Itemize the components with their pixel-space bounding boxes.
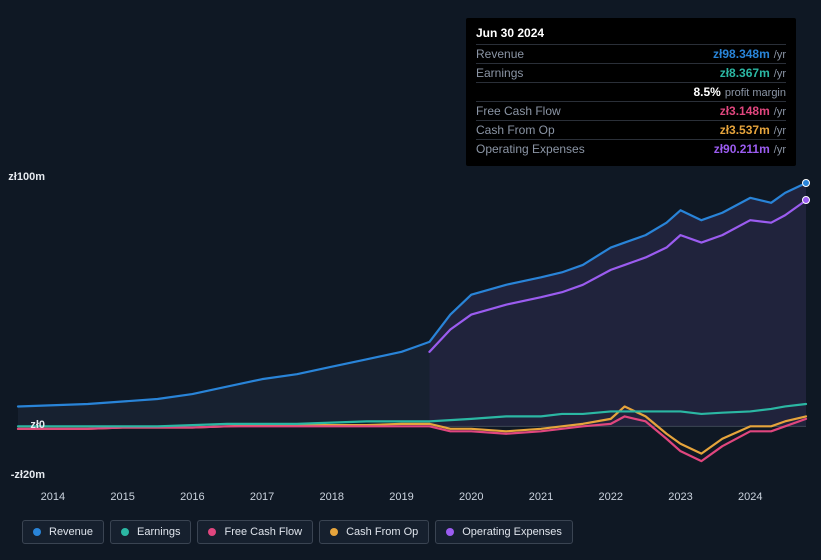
y-tick-label: zł0 (0, 419, 45, 431)
x-tick-label: 2014 (41, 491, 65, 503)
hover-marker-revenue (802, 179, 810, 187)
x-tick-label: 2023 (668, 491, 692, 503)
legend-dot-icon (121, 528, 129, 536)
tooltip-row-label: Revenue (476, 47, 524, 61)
tooltip-date: Jun 30 2024 (476, 26, 786, 40)
legend-label: Free Cash Flow (224, 526, 302, 538)
y-tick-label: zł100m (0, 171, 45, 183)
tooltip-row-value: zł3.148m/yr (720, 104, 786, 118)
legend-label: Revenue (49, 526, 93, 538)
hover-marker-operating_expenses (802, 196, 810, 204)
legend-item-operating_expenses[interactable]: Operating Expenses (435, 520, 573, 544)
tooltip-row: Cash From Op zł3.537m/yr (476, 120, 786, 139)
tooltip-row-label: Operating Expenses (476, 142, 585, 156)
tooltip-row: Free Cash Flow zł3.148m/yr (476, 101, 786, 120)
tooltip-row: Operating Expenses zł90.211m/yr (476, 139, 786, 158)
legend-label: Cash From Op (346, 526, 418, 538)
tooltip-row-value: zł8.367m/yr (720, 66, 786, 80)
x-tick-label: 2020 (459, 491, 483, 503)
tooltip-row-value: zł3.537m/yr (720, 123, 786, 137)
legend-item-free_cash_flow[interactable]: Free Cash Flow (197, 520, 313, 544)
tooltip-row-value: 8.5%profit margin (694, 85, 787, 99)
tooltip-row: Earnings zł8.367m/yr (476, 63, 786, 82)
hover-tooltip: Jun 30 2024 Revenue zł98.348m/yr Earnings zł… (466, 18, 796, 166)
tooltip-row-value: zł98.348m/yr (713, 47, 786, 61)
tooltip-row-label: Free Cash Flow (476, 104, 561, 118)
legend-dot-icon (330, 528, 338, 536)
legend-dot-icon (446, 528, 454, 536)
tooltip-row: 8.5%profit margin (476, 82, 786, 101)
legend-item-earnings[interactable]: Earnings (110, 520, 191, 544)
x-tick-label: 2015 (110, 491, 134, 503)
x-tick-label: 2019 (389, 491, 413, 503)
legend-dot-icon (208, 528, 216, 536)
legend: Revenue Earnings Free Cash Flow Cash From O… (22, 520, 573, 544)
tooltip-row-label: Earnings (476, 66, 523, 80)
tooltip-row-value: zł90.211m/yr (714, 142, 786, 156)
legend-item-revenue[interactable]: Revenue (22, 520, 104, 544)
legend-label: Operating Expenses (462, 526, 562, 538)
tooltip-row: Revenue zł98.348m/yr (476, 44, 786, 63)
x-tick-label: 2024 (738, 491, 762, 503)
legend-item-cash_from_op[interactable]: Cash From Op (319, 520, 429, 544)
y-tick-label: -zł20m (0, 469, 45, 481)
legend-label: Earnings (137, 526, 180, 538)
x-tick-label: 2022 (598, 491, 622, 503)
legend-dot-icon (33, 528, 41, 536)
tooltip-row-label: Cash From Op (476, 123, 555, 137)
shade-historical (18, 342, 429, 426)
x-tick-label: 2021 (529, 491, 553, 503)
x-tick-label: 2017 (250, 491, 274, 503)
x-tick-label: 2018 (320, 491, 344, 503)
x-tick-label: 2016 (180, 491, 204, 503)
